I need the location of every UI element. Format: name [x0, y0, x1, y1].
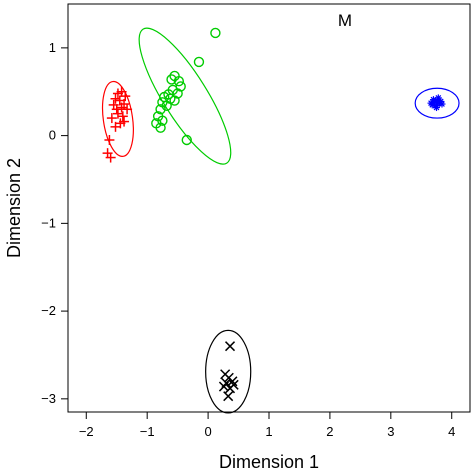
- data-point: [157, 115, 168, 126]
- data-point: [120, 91, 131, 102]
- data-point: [117, 111, 128, 122]
- x-tick-label: 1: [265, 424, 272, 439]
- x-axis: −2 −1 0 1 2 3 4: [79, 412, 455, 439]
- data-point: [110, 93, 121, 104]
- data-point: [105, 152, 116, 163]
- x-tick-label: 4: [448, 424, 455, 439]
- chart-title: M: [338, 11, 352, 30]
- data-point: [173, 76, 185, 87]
- data-point: [119, 116, 130, 127]
- y-axis: −3 −2 −1 0 1: [41, 40, 68, 406]
- cluster-ellipses: [101, 27, 460, 414]
- data-points: [102, 27, 446, 402]
- data-point: [228, 379, 239, 390]
- data-point: [169, 95, 180, 106]
- data-point: [116, 102, 127, 113]
- x-tick-label: 0: [204, 424, 211, 439]
- data-point: [104, 135, 115, 145]
- cluster-ellipse: [138, 27, 232, 165]
- x-tick-label: 2: [326, 424, 333, 439]
- data-point: [106, 113, 117, 124]
- data-point: [193, 56, 205, 68]
- data-point: [227, 376, 238, 387]
- data-point: [427, 99, 435, 107]
- cluster-ellipse: [101, 80, 134, 157]
- x-axis-title: Dimension 1: [219, 452, 319, 472]
- y-tick-label: 0: [49, 128, 56, 143]
- data-point: [434, 94, 442, 102]
- data-point: [438, 100, 446, 108]
- data-point: [166, 74, 177, 85]
- x-tick-label: 3: [387, 424, 394, 439]
- plot-frame: [67, 3, 471, 413]
- data-point: [122, 104, 133, 115]
- data-point: [433, 104, 440, 112]
- data-point: [161, 100, 172, 111]
- data-point: [181, 134, 192, 146]
- y-axis-title: Dimension 2: [4, 158, 24, 258]
- cluster-ellipse: [205, 329, 252, 414]
- y-tick-label: −3: [41, 391, 56, 406]
- data-point: [218, 381, 229, 392]
- data-point: [224, 341, 236, 352]
- cluster-ellipse: [414, 87, 460, 119]
- x-tick-label: −2: [79, 424, 94, 439]
- data-point: [223, 391, 234, 402]
- data-point: [210, 27, 221, 39]
- y-tick-label: 1: [49, 40, 56, 55]
- data-point: [155, 122, 166, 133]
- data-point: [111, 104, 122, 115]
- y-tick-label: −2: [41, 303, 56, 318]
- y-tick-label: −1: [41, 215, 56, 230]
- data-point: [110, 121, 121, 132]
- x-tick-label: −1: [140, 424, 155, 439]
- data-point: [155, 104, 166, 115]
